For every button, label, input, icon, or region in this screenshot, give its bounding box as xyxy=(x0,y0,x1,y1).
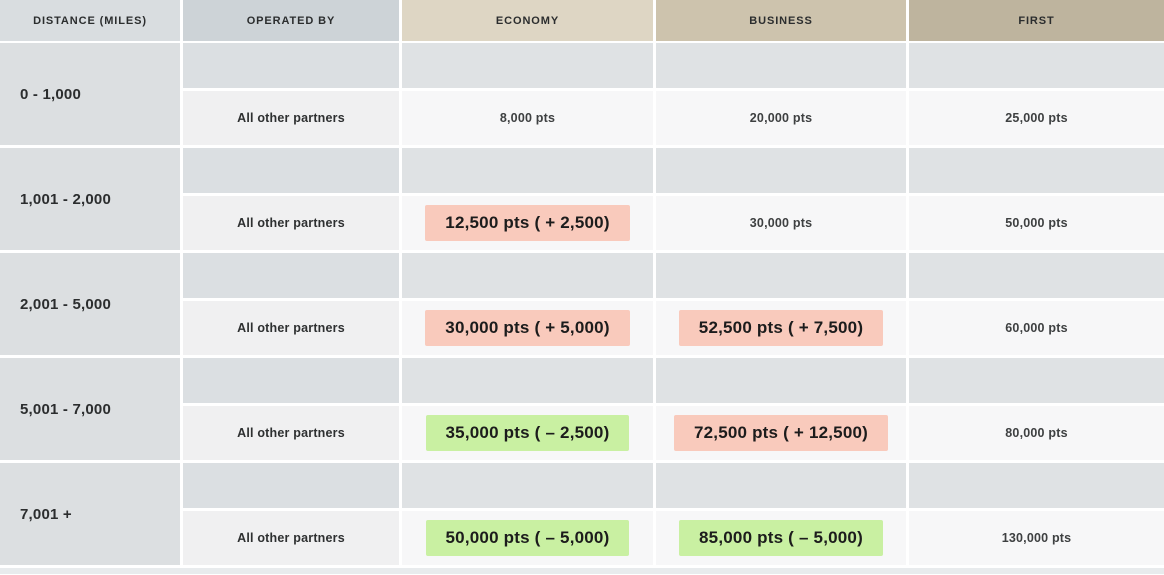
first-value: 50,000 pts xyxy=(1005,216,1068,230)
distance-cell: 1,001 - 2,000 xyxy=(0,148,180,250)
first-value-cell: 60,000 pts xyxy=(909,301,1164,355)
empty-economy-cell xyxy=(402,463,653,508)
partner-label-cell: All other partners xyxy=(183,511,399,565)
business-value: 72,500 pts ( + 12,500) xyxy=(673,415,889,451)
business-value: 52,500 pts ( + 7,500) xyxy=(678,310,884,346)
economy-value-cell: 12,500 pts ( + 2,500) xyxy=(402,196,653,250)
column-header-operated-by: OPERATED BY xyxy=(183,0,399,41)
first-value: 25,000 pts xyxy=(1005,111,1068,125)
empty-partner-cell xyxy=(183,43,399,88)
distance-cell: 0 - 1,000 xyxy=(0,43,180,145)
partner-label-cell: All other partners xyxy=(183,406,399,460)
distance-band-5001-7000: 5,001 - 7,000 All other partners 35,000 … xyxy=(0,358,1164,460)
empty-partner-cell xyxy=(183,253,399,298)
empty-economy-cell xyxy=(402,253,653,298)
business-value-cell: 85,000 pts ( – 5,000) xyxy=(656,511,906,565)
economy-value-cell: 8,000 pts xyxy=(402,91,653,145)
distance-band-7001-plus: 7,001 + All other partners 50,000 pts ( … xyxy=(0,463,1164,565)
empty-partner-cell xyxy=(183,463,399,508)
empty-business-cell xyxy=(656,148,906,193)
business-value-cell: 52,500 pts ( + 7,500) xyxy=(656,301,906,355)
first-value: 130,000 pts xyxy=(1001,531,1072,545)
distance-cell: 7,001 + xyxy=(0,463,180,565)
distance-band-0-1000: 0 - 1,000 All other partners 8,000 pts 2… xyxy=(0,43,1164,145)
empty-first-cell xyxy=(909,253,1164,298)
empty-business-cell xyxy=(656,463,906,508)
empty-economy-cell xyxy=(402,148,653,193)
economy-value: 30,000 pts ( + 5,000) xyxy=(425,310,630,346)
empty-partner-cell xyxy=(183,148,399,193)
partner-label-cell: All other partners xyxy=(183,196,399,250)
economy-value: 12,500 pts ( + 2,500) xyxy=(425,205,630,241)
column-header-business: BUSINESS xyxy=(656,0,906,41)
cropped-next-row-strip xyxy=(0,568,1164,574)
empty-economy-cell xyxy=(402,43,653,88)
first-value-cell: 25,000 pts xyxy=(909,91,1164,145)
first-value: 60,000 pts xyxy=(1005,321,1068,335)
first-value-cell: 130,000 pts xyxy=(909,511,1164,565)
distance-cell: 2,001 - 5,000 xyxy=(0,253,180,355)
empty-economy-cell xyxy=(402,358,653,403)
business-value-cell: 30,000 pts xyxy=(656,196,906,250)
partner-label-cell: All other partners xyxy=(183,301,399,355)
column-header-first: FIRST xyxy=(909,0,1164,41)
distance-cell: 5,001 - 7,000 xyxy=(0,358,180,460)
empty-business-cell xyxy=(656,358,906,403)
partner-label-cell: All other partners xyxy=(183,91,399,145)
business-value: 20,000 pts xyxy=(749,111,813,125)
empty-business-cell xyxy=(656,253,906,298)
empty-first-cell xyxy=(909,43,1164,88)
empty-partner-cell xyxy=(183,358,399,403)
economy-value: 8,000 pts xyxy=(499,111,556,125)
economy-value-cell: 30,000 pts ( + 5,000) xyxy=(402,301,653,355)
first-value-cell: 50,000 pts xyxy=(909,196,1164,250)
empty-first-cell xyxy=(909,358,1164,403)
table-header-row: DISTANCE (MILES) OPERATED BY ECONOMY BUS… xyxy=(0,0,1164,41)
economy-value: 50,000 pts ( – 5,000) xyxy=(425,520,630,556)
distance-band-2001-5000: 2,001 - 5,000 All other partners 30,000 … xyxy=(0,253,1164,355)
economy-value-cell: 50,000 pts ( – 5,000) xyxy=(402,511,653,565)
empty-first-cell xyxy=(909,463,1164,508)
first-value: 80,000 pts xyxy=(1005,426,1068,440)
column-header-distance: DISTANCE (MILES) xyxy=(0,0,180,41)
distance-band-1001-2000: 1,001 - 2,000 All other partners 12,500 … xyxy=(0,148,1164,250)
economy-value-cell: 35,000 pts ( – 2,500) xyxy=(402,406,653,460)
business-value: 85,000 pts ( – 5,000) xyxy=(679,520,883,556)
column-header-economy: ECONOMY xyxy=(402,0,653,41)
business-value: 30,000 pts xyxy=(749,216,813,230)
economy-value: 35,000 pts ( – 2,500) xyxy=(425,415,630,451)
empty-first-cell xyxy=(909,148,1164,193)
business-value-cell: 20,000 pts xyxy=(656,91,906,145)
empty-business-cell xyxy=(656,43,906,88)
first-value-cell: 80,000 pts xyxy=(909,406,1164,460)
business-value-cell: 72,500 pts ( + 12,500) xyxy=(656,406,906,460)
